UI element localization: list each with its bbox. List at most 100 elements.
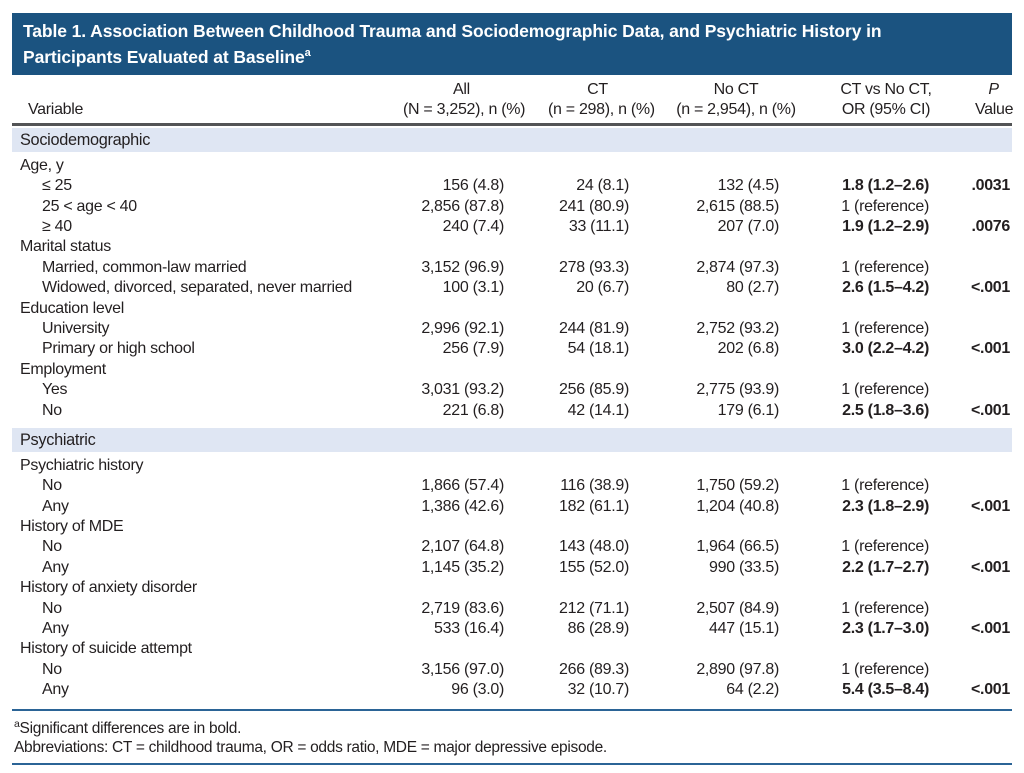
value-cell: 179 (6.1) — [717, 401, 780, 419]
value-cell — [647, 299, 797, 319]
value-cell: 3,031 (93.2) — [421, 381, 504, 399]
row-label: No — [42, 401, 62, 419]
value-cell: 1,866 (57.4) — [421, 477, 504, 495]
value-cell: 1 (reference) — [841, 319, 929, 337]
value-cell: <.001 — [971, 401, 1010, 419]
data-row: Any 96 (3.0) 32 (10.7) 64 (2.2) 5.4 (3.5–8.4… — [12, 680, 1012, 700]
value-cell: 2,856 (87.8) — [421, 197, 504, 215]
section-band: Psychiatric — [12, 427, 1012, 452]
value-cell — [797, 578, 947, 598]
table-rows: Sociodemographic Age, y ≤ 25 156 (4.8) 24 (8… — [12, 127, 1012, 701]
value-cell: 24 (8.1) — [576, 177, 629, 195]
row-label: Primary or high school — [42, 340, 195, 358]
value-cell: 3,156 (97.0) — [421, 660, 504, 678]
value-cell: 1,964 (66.5) — [696, 538, 779, 556]
column-header-row: Variable All (N = 3,252), n (%) CT (n = … — [12, 80, 1014, 120]
value-cell: 256 (85.9) — [559, 381, 629, 399]
group-row: Age, y — [12, 156, 1012, 176]
value-cell: 1,750 (59.2) — [696, 477, 779, 495]
value-cell — [797, 517, 947, 537]
value-cell: 2.3 (1.8–2.9) — [842, 497, 929, 515]
value-cell: 244 (81.9) — [559, 319, 629, 337]
value-cell — [797, 237, 947, 257]
table-title-bar: Table 1. Association Between Childhood T… — [12, 13, 1012, 75]
value-cell: <.001 — [971, 279, 1010, 297]
data-row: University 2,996 (92.1) 244 (81.9) 2,752 (9… — [12, 319, 1012, 339]
data-row: No 221 (6.8) 42 (14.1) 179 (6.1) 2.5 (1.8–3.… — [12, 401, 1012, 421]
value-cell: <.001 — [971, 558, 1010, 576]
footnote-superscript: a — [14, 717, 20, 730]
value-cell: <.001 — [971, 681, 1010, 699]
row-label: Psychiatric history — [20, 456, 144, 474]
row-label: Married, common-law married — [42, 258, 247, 276]
value-cell: 2.3 (1.7–3.0) — [842, 620, 929, 638]
data-row: No 3,156 (97.0) 266 (89.3) 2,890 (97.8) 1 (r… — [12, 660, 1012, 680]
value-cell: 2,719 (83.6) — [421, 599, 504, 617]
group-row: Marital status — [12, 237, 1012, 257]
value-cell — [947, 456, 1012, 476]
value-cell — [375, 517, 520, 537]
value-cell: 116 (38.9) — [560, 477, 629, 495]
header-or-line2: OR (95% CI) — [841, 100, 931, 118]
row-label: No — [42, 538, 62, 556]
bottom-rule — [12, 762, 1012, 765]
value-cell — [647, 156, 797, 176]
row-label: No — [42, 599, 62, 617]
value-cell: 533 (16.4) — [434, 620, 504, 638]
footnote-separator-rule — [12, 708, 1012, 711]
value-cell: 3.0 (2.2–4.2) — [842, 340, 929, 358]
value-cell: 2.6 (1.5–4.2) — [842, 279, 929, 297]
value-cell — [647, 578, 797, 598]
table-title-line-1: Table 1. Association Between Childhood T… — [23, 21, 882, 41]
value-cell: 1,386 (42.6) — [421, 497, 504, 515]
value-cell — [947, 537, 1012, 557]
row-label: No — [42, 660, 62, 678]
value-cell: 990 (33.5) — [709, 558, 779, 576]
group-row: History of anxiety disorder — [12, 578, 1012, 598]
value-cell — [520, 639, 647, 659]
header-or-line1: CT vs No CT, — [840, 80, 932, 98]
value-cell — [947, 237, 1012, 257]
data-row: Any 1,386 (42.6) 182 (61.1) 1,204 (40.8) 2.3… — [12, 497, 1012, 517]
data-row: Married, common-law married 3,152 (96.9) 2… — [12, 258, 1012, 278]
value-cell: 5.4 (3.5–8.4) — [842, 681, 929, 699]
footnote-abbreviations: Abbreviations: CT = childhood trauma, OR… — [14, 739, 607, 757]
value-cell — [797, 456, 947, 476]
value-cell — [520, 456, 647, 476]
value-cell: 20 (6.7) — [576, 279, 629, 297]
title-superscript: a — [304, 47, 311, 59]
row-label: University — [42, 319, 110, 337]
value-cell: 64 (2.2) — [726, 681, 779, 699]
row-label: Any — [42, 620, 69, 638]
header-p-value: P Value — [947, 80, 1014, 120]
row-label: Education level — [20, 299, 125, 317]
table-title-line-2-text: Participants Evaluated at Baseline — [23, 46, 305, 67]
value-cell: 241 (80.9) — [559, 197, 629, 215]
data-row: Any 1,145 (35.2) 155 (52.0) 990 (33.5) 2.2 (… — [12, 558, 1012, 578]
value-cell: <.001 — [971, 497, 1010, 515]
value-cell — [947, 639, 1012, 659]
header-no-ct-line1: No CT — [713, 80, 759, 98]
value-cell — [947, 319, 1012, 339]
value-cell — [947, 156, 1012, 176]
value-cell — [647, 237, 797, 257]
value-cell: 1 (reference) — [841, 599, 929, 617]
data-row: Any 533 (16.4) 86 (28.9) 447 (15.1) 2.3 (1.7… — [12, 619, 1012, 639]
header-or: CT vs No CT, OR (95% CI) — [797, 80, 947, 120]
row-label: Yes — [42, 381, 68, 399]
value-cell — [947, 299, 1012, 319]
value-cell — [375, 456, 520, 476]
group-row: History of MDE — [12, 517, 1012, 537]
value-cell: 143 (48.0) — [559, 538, 629, 556]
value-cell — [647, 639, 797, 659]
value-cell: 80 (2.7) — [726, 279, 779, 297]
group-row: Psychiatric history — [12, 456, 1012, 476]
footnote-significance-text: Significant differences are in bold. — [19, 719, 242, 737]
value-cell: <.001 — [971, 340, 1010, 358]
value-cell: 2,890 (97.8) — [696, 660, 779, 678]
value-cell: 86 (28.9) — [567, 620, 630, 638]
value-cell: 221 (6.8) — [442, 401, 505, 419]
value-cell: 2,507 (84.9) — [696, 599, 779, 617]
row-label: Age, y — [20, 156, 64, 174]
value-cell: 42 (14.1) — [567, 401, 630, 419]
